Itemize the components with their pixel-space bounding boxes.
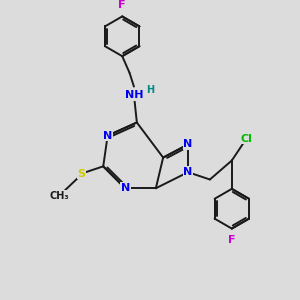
Text: N: N — [183, 167, 193, 177]
Text: N: N — [103, 131, 112, 141]
Text: H: H — [146, 85, 154, 95]
Text: N: N — [121, 183, 130, 193]
Text: S: S — [77, 169, 85, 178]
Text: F: F — [118, 0, 126, 10]
Text: N: N — [183, 140, 193, 149]
Text: NH: NH — [125, 90, 143, 100]
Text: CH₃: CH₃ — [50, 190, 69, 201]
Text: Cl: Cl — [241, 134, 252, 144]
Text: F: F — [228, 235, 236, 245]
